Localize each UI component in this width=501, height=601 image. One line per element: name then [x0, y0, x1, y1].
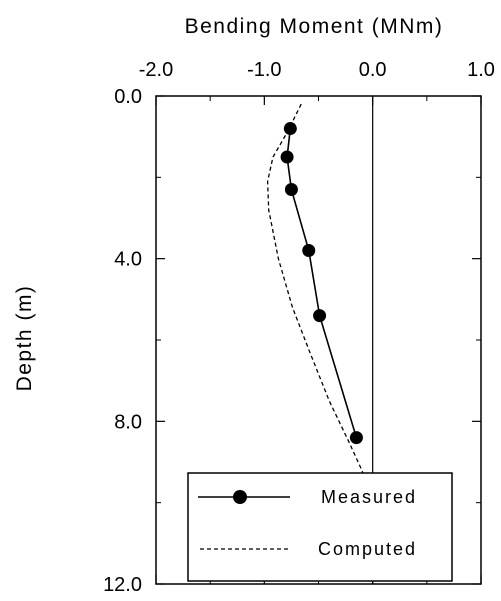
- measured-point: [284, 183, 298, 197]
- legend-measured-marker: [233, 490, 247, 504]
- series-computed-line: [266, 103, 367, 483]
- measured-point: [302, 244, 316, 258]
- legend-computed-label: Computed: [318, 539, 417, 559]
- x-tick-label: 1.0: [467, 59, 495, 81]
- y-axis-label: Depth (m): [13, 285, 36, 392]
- legend-measured-label: Measured: [321, 487, 417, 507]
- series-measured-line: [286, 128, 358, 438]
- chart-title: Bending Moment (MNm): [185, 15, 444, 38]
- y-tick-label: 0.0: [114, 86, 142, 108]
- y-tick-labels: 0.0 4.0 8.0 12.0: [103, 86, 142, 596]
- x-tick-label: -1.0: [247, 59, 281, 81]
- series-layer: [266, 103, 367, 483]
- measured-point: [349, 431, 363, 445]
- y-tick-label: 8.0: [114, 411, 142, 433]
- y-tick-label: 4.0: [114, 249, 142, 271]
- legend-box: [187, 472, 453, 582]
- measured-point: [280, 150, 294, 164]
- measured-point: [313, 309, 327, 323]
- measured-point: [283, 122, 297, 136]
- x-tick-label: -2.0: [139, 59, 173, 81]
- y-tick-label: 12.0: [103, 574, 142, 596]
- legend: Measured Computed: [187, 472, 453, 582]
- x-tick-labels: -2.0 -1.0 0.0 1.0: [139, 59, 495, 81]
- x-tick-label: 0.0: [359, 59, 387, 81]
